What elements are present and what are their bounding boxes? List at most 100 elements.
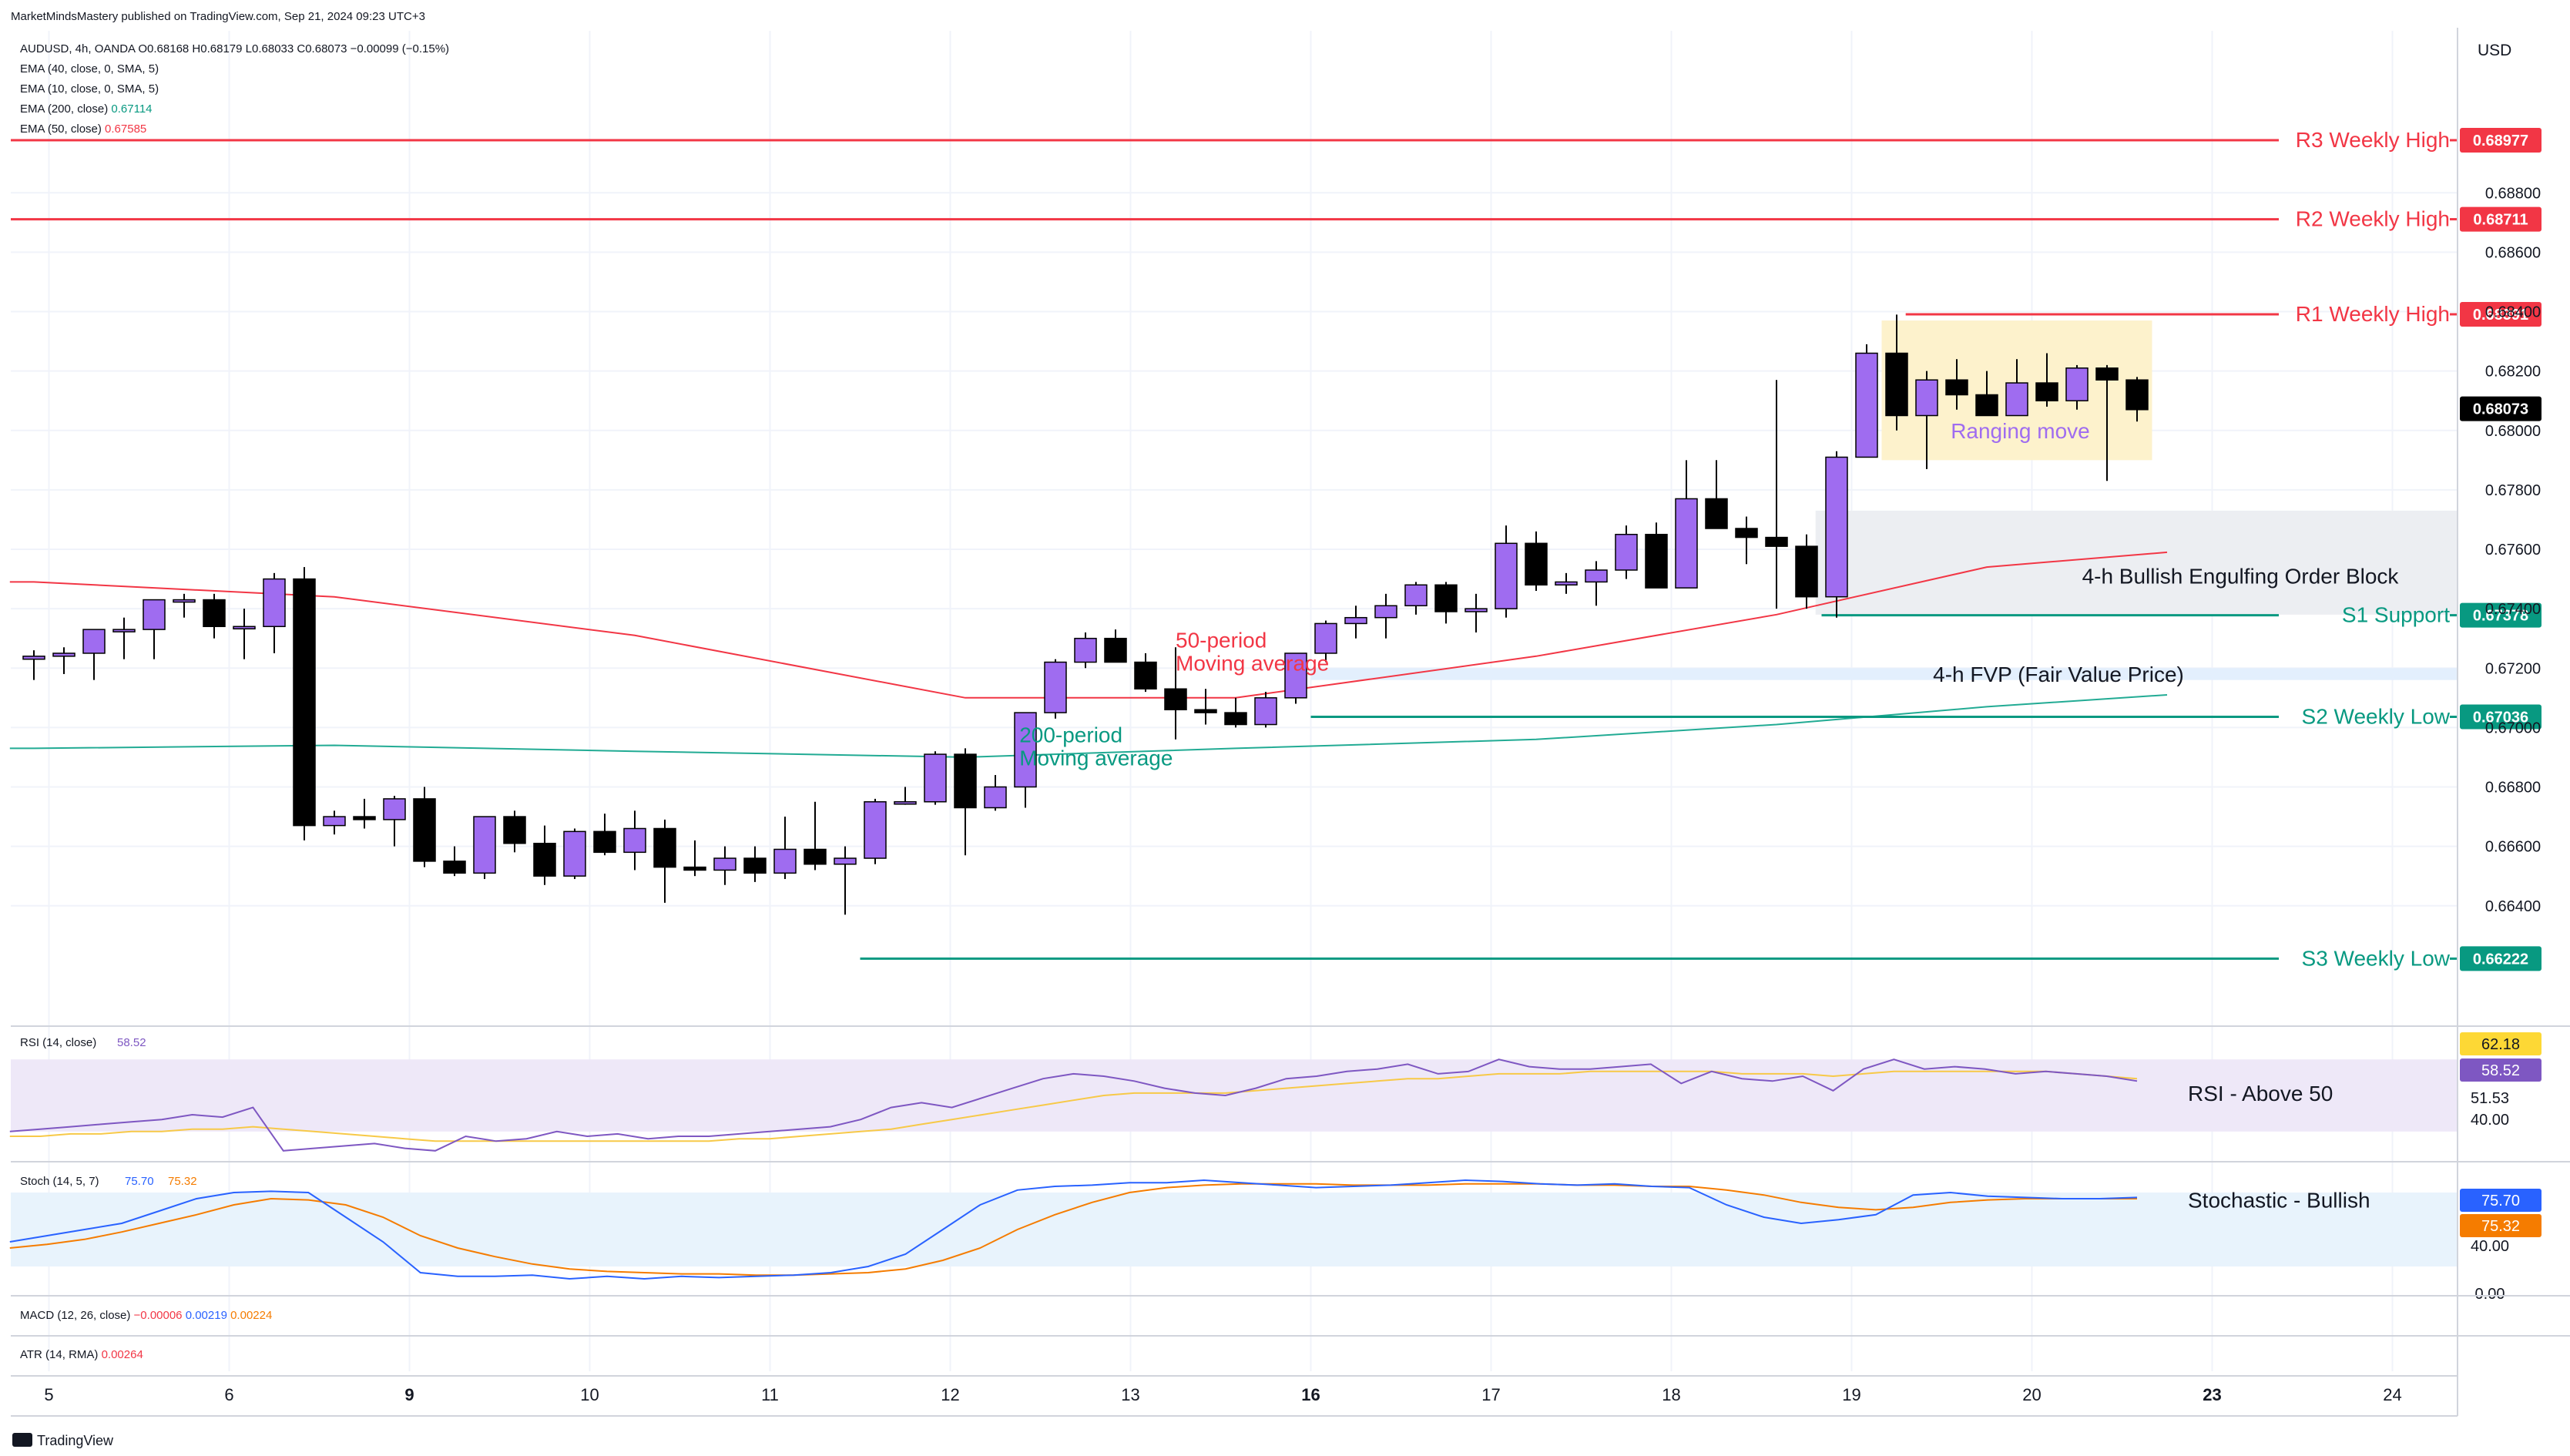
currency-label: USD xyxy=(2478,42,2511,59)
candle[interactable] xyxy=(1735,516,1758,565)
candle[interactable] xyxy=(1675,460,1698,589)
price-tick-label: 0.68000 xyxy=(2485,423,2541,440)
candle[interactable] xyxy=(1765,380,1788,609)
candle[interactable] xyxy=(383,796,406,847)
candle[interactable] xyxy=(1615,525,1638,579)
candle[interactable] xyxy=(1134,653,1157,693)
candle[interactable] xyxy=(773,817,797,880)
candle[interactable] xyxy=(1795,534,1818,609)
candle[interactable] xyxy=(1645,522,1668,589)
candle[interactable] xyxy=(82,629,106,680)
candle[interactable] xyxy=(713,846,736,885)
level-price-tag xyxy=(2460,602,2541,628)
indicator-legend-item: EMA (10, close, 0, SMA, 5) xyxy=(20,82,159,96)
candle[interactable] xyxy=(623,810,646,871)
candle[interactable] xyxy=(533,825,556,885)
candle[interactable] xyxy=(1555,572,1578,594)
candle[interactable] xyxy=(864,798,887,864)
rsi-legend: RSI (14, close) xyxy=(20,1036,96,1049)
candle[interactable] xyxy=(1164,647,1187,740)
candle[interactable] xyxy=(173,593,196,618)
candle-body xyxy=(984,786,1007,809)
level-name-label: R2 Weekly High xyxy=(2296,207,2450,231)
candle[interactable] xyxy=(924,751,947,805)
candle[interactable] xyxy=(804,801,827,871)
candle[interactable] xyxy=(263,572,286,653)
candle[interactable] xyxy=(143,599,166,659)
candle-body xyxy=(1224,712,1247,726)
candle[interactable] xyxy=(473,816,496,880)
candle[interactable] xyxy=(1855,344,1878,458)
candle[interactable] xyxy=(593,814,616,856)
macd-legend-value: −0.00006 xyxy=(134,1309,186,1322)
stoch-k-line xyxy=(9,1179,2138,1280)
candle[interactable] xyxy=(1585,561,1608,606)
candle-body xyxy=(1795,545,1818,598)
candle[interactable] xyxy=(2035,353,2058,407)
candle[interactable] xyxy=(683,840,706,877)
candle-body xyxy=(112,629,136,632)
candle-body xyxy=(383,798,406,820)
candle[interactable] xyxy=(1464,593,1488,632)
time-tick-label: 18 xyxy=(1662,1385,1680,1404)
candle[interactable] xyxy=(1495,525,1518,618)
candle[interactable] xyxy=(2095,364,2119,481)
stoch-tick-label: 40.00 xyxy=(2471,1238,2509,1255)
candle[interactable] xyxy=(1014,712,1037,808)
candle[interactable] xyxy=(1074,632,1097,669)
candlestick-series[interactable] xyxy=(22,314,2149,915)
candle[interactable] xyxy=(1915,371,1938,469)
candle[interactable] xyxy=(413,787,436,867)
candle-body xyxy=(1344,616,1367,625)
brand-label: TradingView xyxy=(37,1433,114,1448)
candle[interactable] xyxy=(503,810,526,853)
candle[interactable] xyxy=(2005,359,2028,417)
indicator-panes: RSI (14, close) 58.52 RSI - Above 50 62.18… xyxy=(9,1032,2541,1361)
candle[interactable] xyxy=(233,609,256,659)
candle[interactable] xyxy=(1284,653,1307,704)
candle[interactable] xyxy=(834,846,857,915)
time-tick-label: 5 xyxy=(44,1385,53,1404)
candle[interactable] xyxy=(1044,659,1067,719)
candle[interactable] xyxy=(1525,531,1548,591)
time-tick-label: 17 xyxy=(1481,1385,1500,1404)
candle[interactable] xyxy=(112,617,136,659)
stoch-legend-d: 75.32 xyxy=(168,1175,197,1188)
candle[interactable] xyxy=(323,810,346,835)
atr-legend-value: 0.00264 xyxy=(102,1348,143,1361)
candle[interactable] xyxy=(563,828,586,880)
candle[interactable] xyxy=(22,650,45,680)
candle[interactable] xyxy=(1404,582,1428,615)
candle[interactable] xyxy=(443,846,466,877)
candle[interactable] xyxy=(984,775,1007,811)
candle[interactable] xyxy=(1314,620,1337,663)
candle[interactable] xyxy=(1825,451,1848,618)
candle[interactable] xyxy=(1224,697,1247,728)
candle-body xyxy=(713,857,736,871)
candle[interactable] xyxy=(2125,377,2149,422)
candle[interactable] xyxy=(203,593,226,639)
ema200-line xyxy=(9,694,2168,758)
candle[interactable] xyxy=(1374,593,1397,639)
candle[interactable] xyxy=(954,748,977,856)
candle[interactable] xyxy=(1705,460,1728,529)
candle[interactable] xyxy=(1945,359,1968,410)
candle[interactable] xyxy=(1344,606,1367,639)
candle[interactable] xyxy=(1885,314,1908,431)
candle[interactable] xyxy=(653,819,676,903)
level-name-label: S2 Weekly Low xyxy=(2302,704,2451,728)
candle[interactable] xyxy=(293,567,316,840)
candle[interactable] xyxy=(353,798,376,829)
candle[interactable] xyxy=(52,647,75,674)
candle[interactable] xyxy=(1434,582,1458,624)
order-block-zone xyxy=(1815,510,2458,615)
published-caption: MarketMindsMastery published on TradingV… xyxy=(11,10,425,23)
candle[interactable] xyxy=(1254,692,1277,728)
candle[interactable] xyxy=(743,846,767,882)
candle[interactable] xyxy=(894,787,917,805)
candle[interactable] xyxy=(2065,364,2089,410)
candle[interactable] xyxy=(1975,371,1998,417)
candle[interactable] xyxy=(1194,689,1217,725)
candle[interactable] xyxy=(1104,629,1127,663)
